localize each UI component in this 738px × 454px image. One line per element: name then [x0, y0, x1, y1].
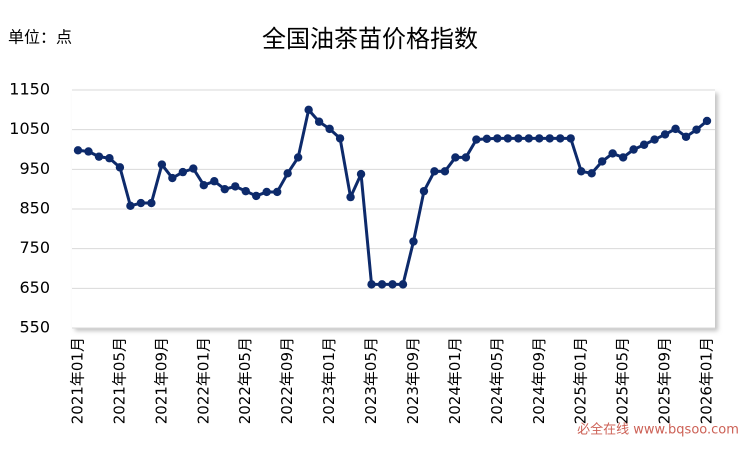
point: [325, 124, 334, 134]
x-tick-label: 2021年01月: [69, 337, 87, 424]
point: [409, 237, 418, 246]
point: [671, 124, 680, 134]
point: [304, 105, 313, 115]
x-tick-label: 2022年01月: [194, 337, 212, 424]
point: [618, 153, 628, 162]
point: [262, 187, 271, 197]
y-tick-label: 1150: [9, 80, 50, 99]
point: [94, 152, 104, 161]
point: [346, 192, 355, 202]
point: [189, 164, 198, 173]
point: [168, 173, 177, 183]
point: [650, 135, 659, 144]
point: [377, 280, 387, 289]
y-tick-label: 750: [19, 238, 50, 257]
point: [660, 130, 670, 139]
point: [587, 169, 596, 178]
point: [398, 280, 408, 289]
point: [629, 145, 638, 154]
x-tick-label: 2023年01月: [320, 337, 338, 424]
point: [681, 132, 691, 142]
point: [461, 153, 471, 162]
point: [335, 134, 345, 143]
unit-label: 单位：点: [8, 28, 72, 47]
point: [210, 177, 219, 186]
y-tick-label: 550: [19, 318, 50, 337]
x-tick-label: 2025年09月: [656, 337, 674, 424]
point: [419, 186, 429, 196]
point: [639, 140, 649, 149]
point: [566, 134, 575, 143]
point: [430, 167, 439, 176]
x-tick-label: 2023年09月: [404, 337, 422, 424]
point: [524, 134, 533, 143]
point: [503, 134, 513, 143]
x-tick-label: 2025年05月: [614, 337, 632, 424]
point: [702, 116, 712, 126]
x-tick-label: 2022年05月: [236, 337, 254, 424]
x-tick-label: 2024年05月: [488, 337, 506, 424]
point: [105, 154, 114, 163]
point: [126, 201, 135, 211]
point: [367, 280, 376, 289]
point: [597, 157, 607, 166]
point: [608, 149, 617, 158]
x-tick-label: 2025年01月: [572, 337, 590, 424]
point: [535, 134, 544, 143]
point: [556, 134, 565, 143]
point: [514, 134, 523, 143]
x-tick-label: 2024年09月: [530, 337, 548, 424]
y-tick-label: 850: [19, 199, 50, 218]
point: [692, 125, 701, 134]
point: [472, 135, 481, 144]
point: [220, 184, 229, 194]
point: [84, 147, 93, 156]
point: [252, 191, 261, 201]
point: [178, 167, 188, 177]
y-tick-label: 650: [19, 278, 50, 297]
point: [231, 182, 240, 191]
point: [545, 134, 554, 143]
point: [440, 167, 450, 176]
x-tick-label: 2026年01月: [698, 337, 716, 424]
point: [147, 198, 156, 208]
y-tick-label: 950: [19, 159, 50, 178]
y-tick-label: 1050: [9, 119, 50, 138]
x-tick-label: 2022年09月: [278, 337, 296, 424]
point: [157, 160, 167, 169]
point: [388, 280, 397, 289]
point: [241, 186, 250, 196]
point: [283, 169, 292, 178]
point: [199, 181, 208, 190]
point: [482, 134, 492, 143]
x-tick-label: 2024年01月: [446, 337, 464, 424]
point: [314, 117, 324, 126]
point: [272, 187, 282, 197]
point: [577, 167, 586, 176]
x-tick-label: 2021年05月: [110, 337, 128, 424]
watermark: 必全在线 www.bqsoo.com: [577, 422, 738, 438]
point: [136, 198, 146, 208]
point: [293, 153, 303, 162]
chart-title: 全国油茶苗价格指数: [262, 25, 478, 53]
point: [73, 146, 83, 155]
point: [451, 153, 460, 162]
point: [493, 134, 502, 143]
point: [115, 163, 125, 172]
point: [356, 169, 366, 179]
x-tick-label: 2021年09月: [152, 337, 170, 424]
x-tick-label: 2023年05月: [362, 337, 380, 424]
